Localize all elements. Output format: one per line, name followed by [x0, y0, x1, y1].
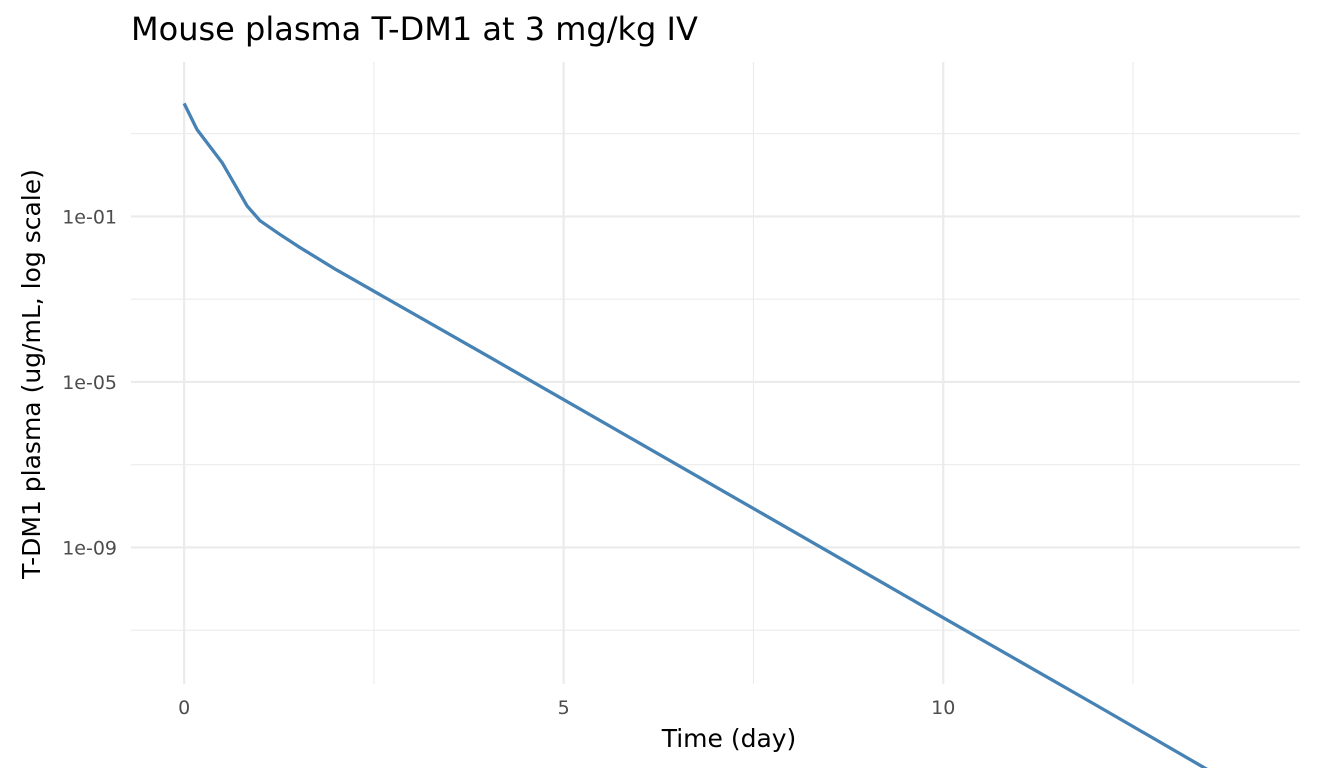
x-tick-label: 10: [931, 697, 955, 719]
series-layer: [182, 102, 1209, 768]
x-tick-label: 5: [558, 697, 570, 719]
x-axis-title: Time (day): [661, 724, 797, 753]
chart-title: Mouse plasma T-DM1 at 3 mg/kg IV: [131, 10, 698, 48]
series-line: [182, 102, 1209, 768]
tick-labels: 0 5 10 1e-01 1e-05 1e-09: [62, 206, 955, 719]
grid: [131, 62, 1300, 684]
y-tick-label: 1e-05: [62, 372, 117, 394]
y-tick-label: 1e-01: [62, 206, 117, 228]
y-tick-label: 1e-09: [62, 537, 117, 559]
x-tick-label: 0: [178, 697, 190, 719]
y-axis-title: T-DM1 plasma (ug/mL, log scale): [17, 169, 46, 580]
